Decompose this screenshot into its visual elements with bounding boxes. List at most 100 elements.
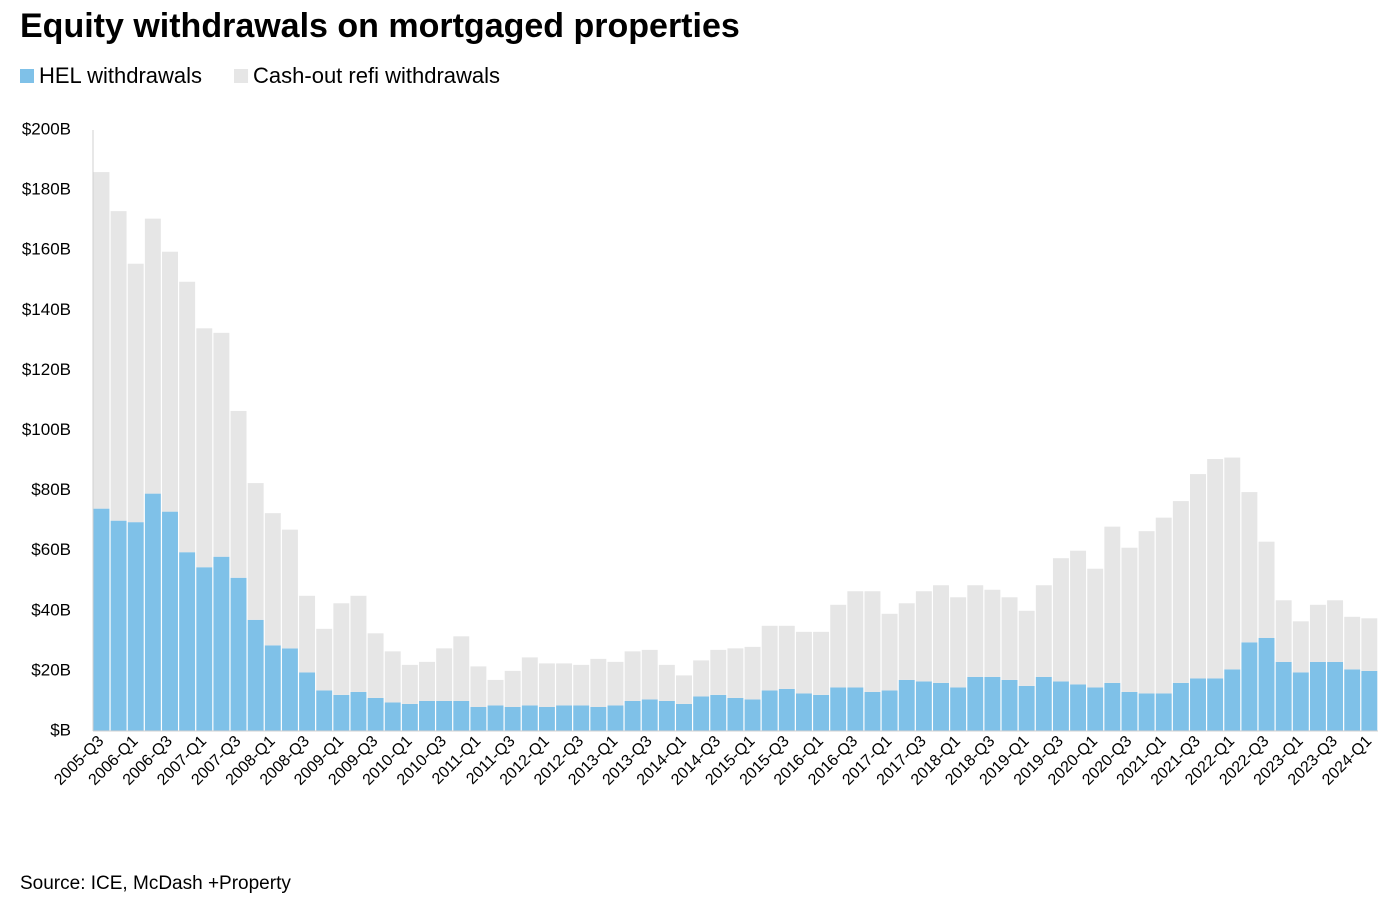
bar-segment xyxy=(607,705,624,731)
bar-segment xyxy=(213,556,230,731)
bar-segment xyxy=(693,696,710,731)
bar-segment xyxy=(573,664,590,706)
legend-swatch xyxy=(234,69,249,83)
bar-segment xyxy=(179,281,196,553)
bar-segment xyxy=(881,613,898,691)
bar-segment xyxy=(1327,600,1344,662)
bar-segment xyxy=(487,705,504,731)
bar-segment xyxy=(950,597,967,688)
bar-segment xyxy=(590,658,607,707)
bar-segment xyxy=(744,699,761,731)
bar-segment xyxy=(1172,682,1189,731)
bar-segment xyxy=(1087,568,1104,688)
bar-segment xyxy=(1052,558,1069,682)
bar-segment xyxy=(196,328,213,568)
bar-segment xyxy=(1258,637,1275,731)
bar-segment xyxy=(967,676,984,731)
bar-segment xyxy=(436,648,453,701)
legend-swatch xyxy=(20,69,34,83)
bar-segment xyxy=(795,631,812,694)
bar-segment xyxy=(676,703,692,731)
bar-segment xyxy=(1241,642,1258,731)
bar-segment xyxy=(1344,616,1361,670)
bar-segment xyxy=(1190,678,1206,731)
bar-segment xyxy=(144,218,161,494)
bar-segment xyxy=(1138,693,1155,731)
y-tick-label: $200B xyxy=(22,119,71,138)
bar-segment xyxy=(693,660,710,697)
bar-segment xyxy=(795,693,812,731)
bar-segment xyxy=(316,628,333,691)
legend-label: Cash-out refi withdrawals xyxy=(253,63,500,88)
bar-segment xyxy=(1104,682,1121,731)
bar-segment xyxy=(299,672,316,731)
bar-segment xyxy=(898,679,915,731)
bar-segment xyxy=(162,251,178,512)
bar-segment xyxy=(110,520,127,731)
bar-segment xyxy=(419,661,435,701)
y-tick-label: $60B xyxy=(31,540,71,559)
bar-segment xyxy=(521,657,538,706)
bar-segment xyxy=(144,493,161,731)
bar-segment xyxy=(1018,685,1035,731)
bar-segment xyxy=(230,410,247,578)
bar-segment xyxy=(470,706,487,731)
bar-segment xyxy=(641,699,658,731)
bar-segment xyxy=(778,688,795,731)
bar-segment xyxy=(933,682,949,731)
bar-segment xyxy=(915,681,932,731)
bar-segment xyxy=(710,694,727,731)
bar-segment xyxy=(573,705,590,731)
bar-segment xyxy=(1292,621,1309,673)
bar-segment xyxy=(1361,670,1378,731)
bar-segment xyxy=(367,633,384,698)
bar-segment xyxy=(607,661,624,706)
bar-segment xyxy=(299,595,316,673)
bar-segment xyxy=(333,694,350,731)
y-tick-label: $20B xyxy=(31,660,71,679)
bar-segment xyxy=(641,649,658,700)
bar-segment xyxy=(453,700,470,731)
bar-segment xyxy=(1224,457,1241,670)
bar-segment xyxy=(744,646,761,700)
bar-segment xyxy=(350,595,367,692)
bar-segment xyxy=(1190,474,1206,679)
bar-segment xyxy=(1275,600,1292,662)
bar-segment xyxy=(847,591,864,688)
bar-segment xyxy=(847,687,864,731)
bar-segment xyxy=(1258,541,1275,638)
bar-segment xyxy=(1121,547,1138,692)
bar-segment xyxy=(196,567,213,731)
bar-segment xyxy=(658,664,675,701)
bar-segment xyxy=(830,687,847,731)
bar-segment xyxy=(350,691,367,731)
y-tick-label: $160B xyxy=(22,240,71,259)
y-tick-label: $100B xyxy=(22,420,71,439)
bar-segment xyxy=(727,648,744,698)
bar-segment xyxy=(1001,679,1018,731)
bar-segment xyxy=(950,687,967,731)
bar-segment xyxy=(967,585,984,677)
bar-segment xyxy=(401,703,418,731)
y-tick-label: $40B xyxy=(31,600,71,619)
y-tick-label: $180B xyxy=(22,180,71,199)
bar-segment xyxy=(1087,687,1104,731)
bar-segment xyxy=(761,690,778,731)
bar-segment xyxy=(419,700,435,731)
bar-segment xyxy=(590,706,607,731)
bar-segment xyxy=(761,625,778,691)
bar-segment xyxy=(1070,684,1087,731)
bar-segment xyxy=(1155,517,1172,694)
bar-segment xyxy=(1207,678,1224,731)
bar-segment xyxy=(1155,693,1172,731)
bar-segment xyxy=(556,663,573,706)
bar-segment xyxy=(1070,550,1087,685)
bar-segment xyxy=(1035,585,1052,677)
bar-segment xyxy=(179,552,196,731)
bar-segment xyxy=(1052,681,1069,731)
bar-segment xyxy=(1138,531,1155,694)
bar-segment xyxy=(281,648,298,731)
bar-segment xyxy=(504,706,521,731)
bar-segment xyxy=(556,705,573,731)
